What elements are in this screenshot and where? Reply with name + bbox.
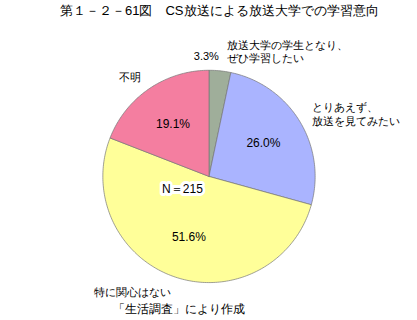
svg-text:とりあえず、放送を見てみたい: とりあえず、放送を見てみたい [312, 101, 400, 127]
svg-text:51.6%: 51.6% [172, 230, 206, 244]
svg-text:不明: 不明 [119, 71, 141, 83]
svg-text:3.3%: 3.3% [194, 50, 219, 62]
svg-text:特に関心はない: 特に関心はない [94, 286, 171, 298]
svg-text:19.1%: 19.1% [156, 117, 190, 131]
html-text:「生活調査」により作成: 「生活調査」により作成 [112, 302, 245, 316]
svg-text:26.0%: 26.0% [246, 136, 280, 150]
svg-text:放送大学の学生となり、ぜひ学習したい: 放送大学の学生となり、ぜひ学習したい [227, 39, 348, 65]
html-text:第１－２－61図 CS放送による放送大学での学習意向: 第１－２－61図 CS放送による放送大学での学習意向 [60, 3, 379, 18]
svg-text:N＝215: N＝215 [162, 182, 203, 196]
